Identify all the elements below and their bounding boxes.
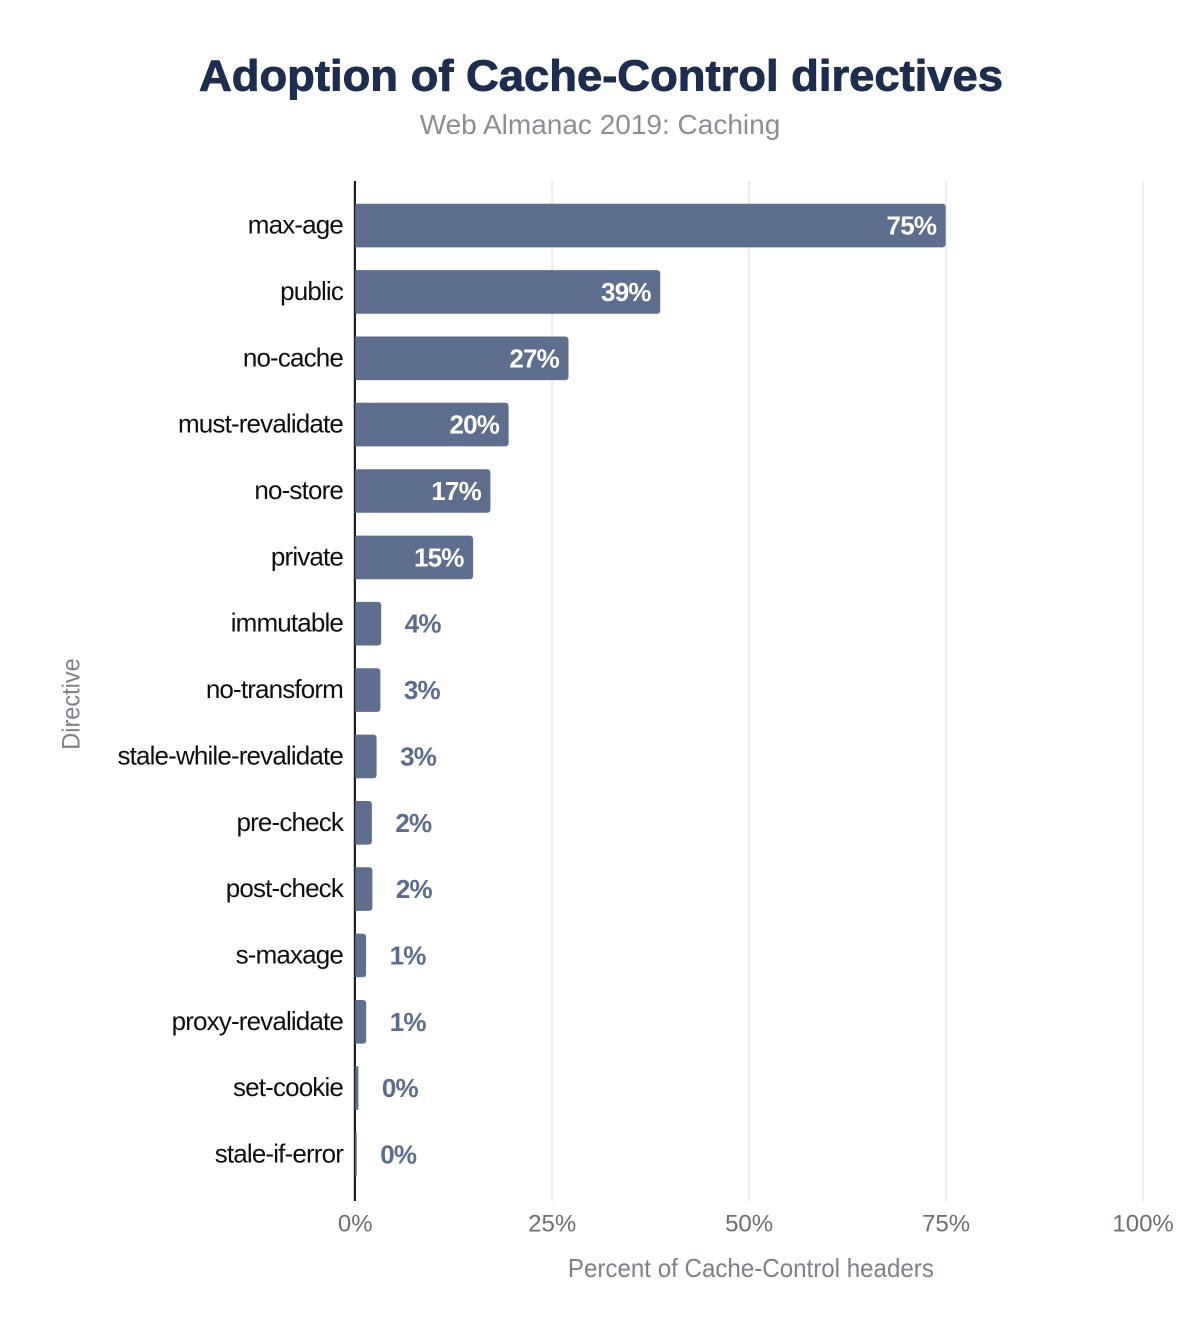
svg-text:25%: 25% [528, 1211, 576, 1238]
svg-text:s-maxage: s-maxage [236, 939, 344, 969]
svg-text:75%: 75% [887, 211, 937, 241]
svg-text:stale-if-error: stale-if-error [215, 1139, 344, 1169]
svg-text:private: private [271, 541, 343, 571]
svg-text:0%: 0% [380, 1140, 417, 1170]
svg-text:post-check: post-check [226, 873, 345, 903]
svg-text:3%: 3% [404, 675, 441, 705]
svg-text:2%: 2% [396, 874, 433, 904]
svg-text:4%: 4% [405, 609, 442, 639]
svg-text:no-cache: no-cache [243, 342, 344, 372]
svg-text:pre-check: pre-check [236, 807, 344, 837]
svg-text:max-age: max-age [248, 210, 344, 240]
svg-text:39%: 39% [601, 277, 651, 307]
svg-text:50%: 50% [725, 1211, 773, 1238]
svg-text:0%: 0% [382, 1073, 419, 1103]
svg-text:stale-while-revalidate: stale-while-revalidate [117, 740, 343, 770]
svg-text:set-cookie: set-cookie [233, 1072, 343, 1102]
svg-text:17%: 17% [431, 476, 481, 506]
svg-text:proxy-revalidate: proxy-revalidate [172, 1006, 344, 1036]
svg-text:Adoption of Cache-Control dire: Adoption of Cache-Control directives [199, 52, 1003, 101]
svg-text:Directive: Directive [58, 658, 86, 750]
svg-text:must-revalidate: must-revalidate [178, 409, 343, 439]
svg-text:100%: 100% [1112, 1211, 1173, 1238]
svg-text:75%: 75% [922, 1211, 970, 1238]
svg-text:27%: 27% [509, 343, 559, 373]
svg-text:2%: 2% [395, 808, 432, 838]
svg-text:no-store: no-store [254, 475, 343, 505]
svg-text:no-transform: no-transform [206, 674, 343, 704]
svg-text:1%: 1% [390, 1007, 427, 1037]
svg-text:20%: 20% [449, 410, 499, 440]
svg-text:15%: 15% [414, 542, 464, 572]
svg-text:1%: 1% [390, 940, 427, 970]
svg-text:3%: 3% [400, 741, 437, 771]
svg-text:Percent of Cache-Control heade: Percent of Cache-Control headers [568, 1253, 934, 1283]
svg-text:Web Almanac 2019: Caching: Web Almanac 2019: Caching [420, 109, 781, 140]
svg-text:public: public [280, 276, 344, 306]
svg-text:immutable: immutable [231, 608, 344, 638]
svg-text:0%: 0% [338, 1211, 373, 1238]
